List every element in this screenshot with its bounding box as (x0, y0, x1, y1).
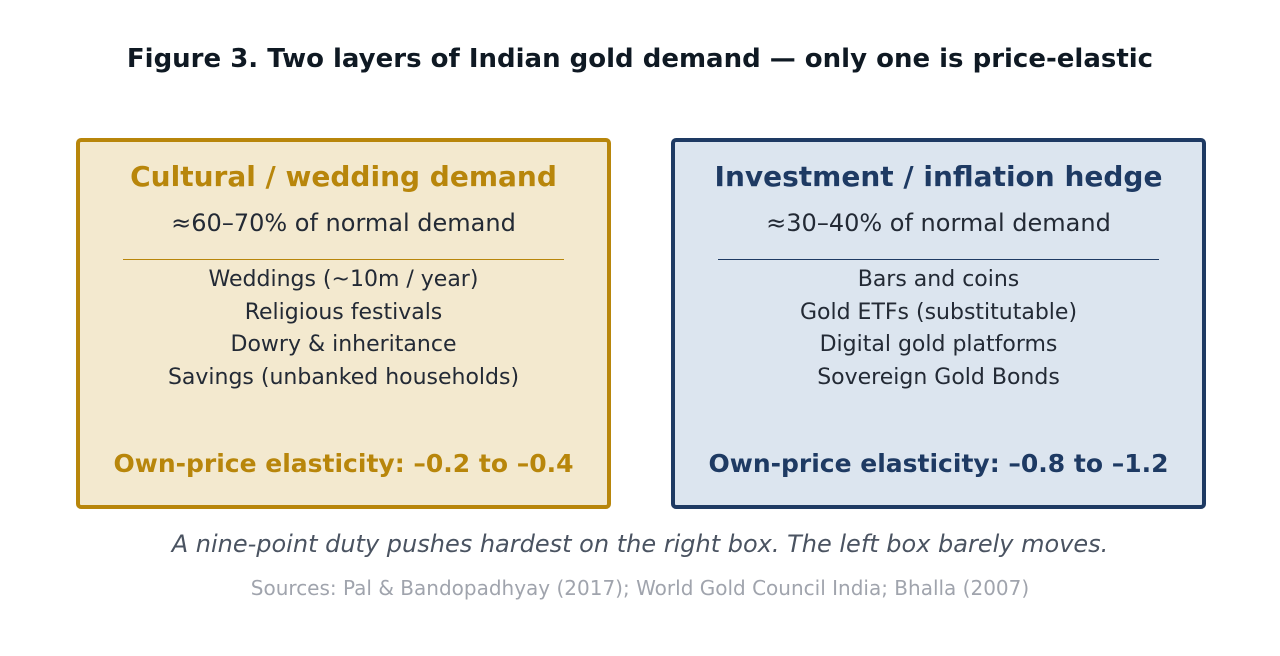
list-item: Religious festivals (244, 299, 443, 325)
investment-demand-divider (718, 259, 1159, 260)
investment-demand-share: ≈30–40% of normal demand (766, 209, 1111, 237)
list-item: Bars and coins (857, 267, 1020, 292)
investment-demand-heading: Investment / inflation hedge (714, 160, 1163, 193)
list-item: Gold ETFs (substitutable) (799, 299, 1078, 325)
cultural-demand-list: Weddings (~10m / year) Religious festiva… (80, 264, 607, 395)
cultural-demand-heading: Cultural / wedding demand (130, 160, 557, 193)
cultural-demand-box: Cultural / wedding demand ≈60–70% of nor… (76, 138, 611, 509)
list-item: Digital gold platforms (819, 332, 1058, 358)
list-item: Dowry & inheritance (230, 332, 457, 358)
list-item: Savings (unbanked households) (167, 365, 520, 391)
investment-demand-list: Bars and coins Gold ETFs (substitutable)… (675, 264, 1202, 395)
investment-demand-elasticity: Own-price elasticity: –0.8 to –1.2 (708, 449, 1169, 478)
cultural-demand-share: ≈60–70% of normal demand (171, 209, 516, 237)
cultural-demand-elasticity: Own-price elasticity: –0.2 to –0.4 (113, 449, 574, 478)
cultural-demand-divider (123, 259, 564, 260)
figure-title: Figure 3. Two layers of Indian gold dema… (126, 44, 1154, 74)
figure-sources: Sources: Pal & Bandopadhyay (2017); Worl… (250, 576, 1030, 600)
investment-demand-box: Investment / inflation hedge ≈30–40% of … (671, 138, 1206, 509)
list-item: Sovereign Gold Bonds (817, 365, 1060, 391)
list-item: Weddings (~10m / year) (208, 267, 479, 292)
figure-caption: A nine-point duty pushes hardest on the … (171, 530, 1109, 558)
